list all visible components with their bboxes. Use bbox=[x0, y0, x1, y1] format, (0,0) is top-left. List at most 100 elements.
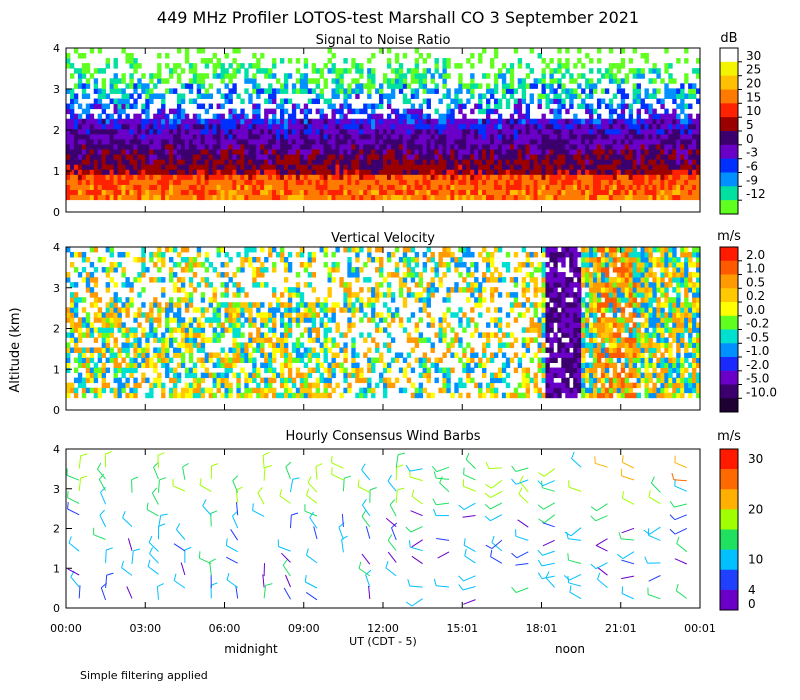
heatmap-cell bbox=[69, 159, 75, 165]
heatmap-cell bbox=[208, 174, 214, 180]
heatmap-cell bbox=[596, 68, 602, 74]
heatmap-cell bbox=[680, 194, 685, 201]
heatmap-cell bbox=[307, 282, 313, 288]
heatmap-cell bbox=[129, 287, 134, 293]
heatmap-cell bbox=[81, 392, 87, 399]
heatmap-cell bbox=[85, 103, 91, 110]
heatmap-cell bbox=[252, 78, 257, 84]
heatmap-cell bbox=[133, 138, 138, 145]
heatmap-cell bbox=[141, 347, 146, 353]
heatmap-cell bbox=[553, 189, 558, 196]
heatmap-cell bbox=[327, 347, 332, 353]
heatmap-cell bbox=[438, 128, 443, 135]
heatmap-cell bbox=[303, 189, 309, 196]
heatmap-cell bbox=[636, 133, 641, 140]
heatmap-cell bbox=[188, 149, 194, 155]
heatmap-cell bbox=[418, 118, 424, 125]
heatmap-cell bbox=[77, 322, 83, 328]
heatmap-cell bbox=[335, 138, 340, 145]
heatmap-cell bbox=[692, 88, 697, 94]
heatmap-cell bbox=[339, 113, 344, 120]
heatmap-cell bbox=[680, 83, 685, 89]
heatmap-cell bbox=[386, 179, 392, 185]
heatmap-cell bbox=[319, 372, 324, 379]
heatmap-cell bbox=[208, 159, 214, 165]
heatmap-cell bbox=[680, 179, 685, 185]
heatmap-cell bbox=[208, 184, 214, 190]
heatmap-cell bbox=[331, 372, 336, 379]
heatmap-cell bbox=[434, 169, 439, 175]
heatmap-cell bbox=[525, 194, 531, 201]
heatmap-cell bbox=[442, 118, 447, 125]
heatmap-cell bbox=[347, 267, 352, 273]
heatmap-cell bbox=[307, 98, 313, 105]
heatmap-cell bbox=[426, 88, 431, 94]
heatmap-cell bbox=[208, 297, 214, 303]
heatmap-cell bbox=[684, 184, 689, 190]
heatmap-cell bbox=[125, 342, 130, 348]
heatmap-cell bbox=[180, 322, 186, 328]
heatmap-cell bbox=[616, 154, 622, 160]
heatmap-cell bbox=[612, 133, 618, 140]
heatmap-cell bbox=[517, 128, 523, 135]
heatmap-cell bbox=[93, 337, 99, 343]
heatmap-cell bbox=[545, 103, 550, 110]
heatmap-cell bbox=[493, 169, 499, 175]
heatmap-cell bbox=[101, 93, 107, 99]
heatmap-cell bbox=[216, 372, 221, 379]
heatmap-cell bbox=[414, 93, 420, 99]
heatmap-cell bbox=[608, 123, 614, 130]
heatmap-cell bbox=[188, 179, 194, 185]
heatmap-cell bbox=[537, 164, 542, 170]
heatmap-cell bbox=[442, 78, 447, 84]
heatmap-cell bbox=[335, 128, 340, 135]
heatmap-cell bbox=[402, 387, 408, 394]
heatmap-cell bbox=[272, 138, 277, 145]
heatmap-cell bbox=[660, 113, 665, 120]
heatmap-cell bbox=[113, 138, 118, 145]
heatmap-cell bbox=[272, 113, 277, 120]
heatmap-cell bbox=[311, 194, 317, 201]
heatmap-cell bbox=[355, 164, 360, 170]
heatmap-cell bbox=[501, 63, 507, 69]
heatmap-cell bbox=[264, 169, 269, 175]
heatmap-cell bbox=[196, 164, 202, 170]
heatmap-cell bbox=[644, 194, 649, 201]
heatmap-cell bbox=[279, 189, 285, 196]
heatmap-cell bbox=[616, 179, 622, 185]
heatmap-cell bbox=[375, 123, 380, 130]
heatmap-cell bbox=[398, 83, 404, 89]
heatmap-cell bbox=[442, 184, 447, 190]
heatmap-cell bbox=[446, 179, 451, 185]
heatmap-cell bbox=[339, 68, 344, 74]
heatmap-cell bbox=[153, 123, 158, 130]
heatmap-cell bbox=[89, 184, 95, 190]
heatmap-cell bbox=[482, 164, 487, 170]
heatmap-cell bbox=[200, 357, 206, 363]
heatmap-cell bbox=[283, 138, 289, 145]
heatmap-cell bbox=[489, 63, 495, 69]
heatmap-cell bbox=[355, 78, 360, 84]
heatmap-cell bbox=[335, 108, 340, 115]
heatmap-cell bbox=[497, 154, 503, 160]
heatmap-cell bbox=[644, 118, 649, 125]
heatmap-cell bbox=[85, 194, 91, 201]
heatmap-cell bbox=[89, 194, 95, 201]
heatmap-cell bbox=[339, 169, 344, 175]
heatmap-cell bbox=[331, 154, 336, 160]
heatmap-cell bbox=[105, 367, 110, 374]
heatmap-cell bbox=[93, 118, 99, 125]
heatmap-cell bbox=[145, 169, 150, 175]
heatmap-cell bbox=[367, 58, 372, 64]
heatmap-cell bbox=[450, 118, 455, 125]
heatmap-cell bbox=[279, 149, 285, 155]
heatmap-cell bbox=[315, 154, 320, 160]
heatmap-cell bbox=[509, 149, 515, 155]
heatmap-cell bbox=[141, 169, 146, 175]
heatmap-cell bbox=[272, 123, 277, 130]
heatmap-cell bbox=[121, 133, 126, 140]
heatmap-cell bbox=[406, 164, 412, 170]
heatmap-cell bbox=[319, 68, 324, 74]
heatmap-cell bbox=[620, 63, 626, 69]
